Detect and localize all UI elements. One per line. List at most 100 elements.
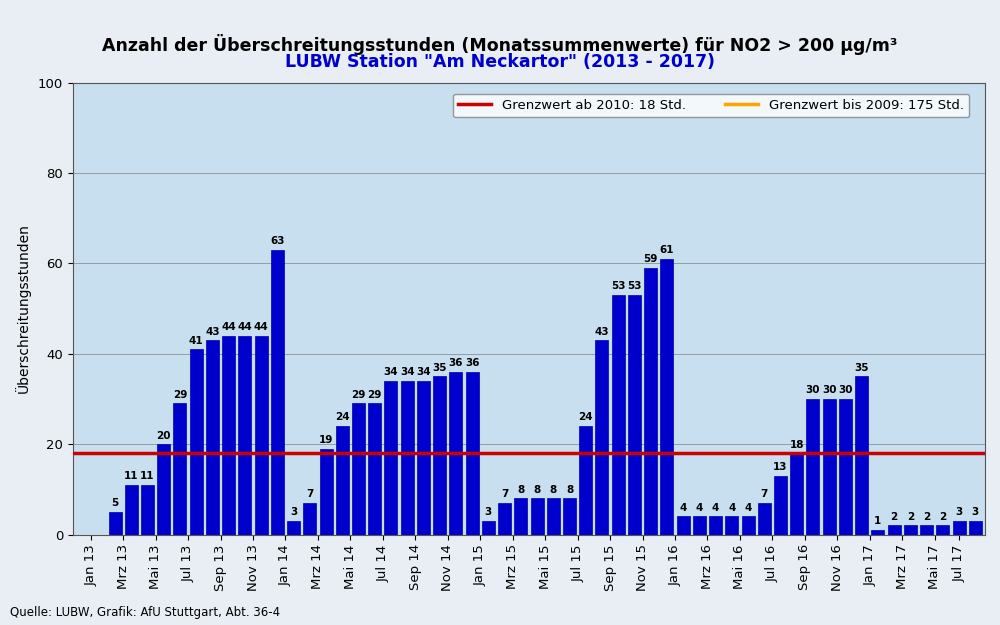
Bar <box>238 336 251 534</box>
Text: 34: 34 <box>416 368 431 378</box>
Bar <box>806 399 819 534</box>
Bar <box>936 526 949 534</box>
Bar <box>352 404 365 534</box>
Text: 4: 4 <box>728 503 735 513</box>
Text: 30: 30 <box>838 385 853 395</box>
Text: 29: 29 <box>368 390 382 400</box>
Bar <box>677 516 690 534</box>
Bar <box>531 498 544 534</box>
Bar <box>498 503 511 534</box>
Bar <box>774 476 787 534</box>
Bar <box>173 404 186 534</box>
Bar <box>920 526 933 534</box>
Text: 3: 3 <box>972 508 979 518</box>
Text: 30: 30 <box>822 385 836 395</box>
Text: 35: 35 <box>432 362 447 372</box>
Text: 24: 24 <box>578 412 593 422</box>
Text: 53: 53 <box>627 281 642 291</box>
Bar <box>287 521 300 534</box>
Text: 24: 24 <box>335 412 350 422</box>
Text: 3: 3 <box>955 508 963 518</box>
Bar <box>466 372 479 534</box>
Text: 59: 59 <box>643 254 658 264</box>
Text: 36: 36 <box>465 358 479 368</box>
Bar <box>514 498 527 534</box>
Text: 4: 4 <box>744 503 752 513</box>
Bar <box>888 526 901 534</box>
Bar <box>320 449 333 534</box>
Text: 2: 2 <box>907 512 914 522</box>
Text: Quelle: LUBW, Grafik: AfU Stuttgart, Abt. 36-4: Quelle: LUBW, Grafik: AfU Stuttgart, Abt… <box>10 606 280 619</box>
Bar <box>855 376 868 534</box>
Bar <box>336 426 349 534</box>
Text: 4: 4 <box>712 503 719 513</box>
Text: 34: 34 <box>400 368 415 378</box>
Bar <box>725 516 738 534</box>
Text: 44: 44 <box>254 322 269 332</box>
Text: 35: 35 <box>854 362 869 372</box>
Bar <box>904 526 917 534</box>
Text: 44: 44 <box>221 322 236 332</box>
Bar <box>125 485 138 534</box>
Bar <box>449 372 462 534</box>
Text: 11: 11 <box>140 471 155 481</box>
Text: 7: 7 <box>761 489 768 499</box>
Bar <box>644 268 657 534</box>
Bar <box>417 381 430 534</box>
Bar <box>660 259 673 534</box>
Text: 8: 8 <box>566 485 573 495</box>
Text: 29: 29 <box>173 390 187 400</box>
Bar <box>482 521 495 534</box>
Bar <box>206 340 219 534</box>
Text: 30: 30 <box>806 385 820 395</box>
Text: 36: 36 <box>449 358 463 368</box>
Bar <box>255 336 268 534</box>
Bar <box>384 381 397 534</box>
Bar <box>141 485 154 534</box>
Text: 34: 34 <box>384 368 398 378</box>
Text: 13: 13 <box>773 462 788 472</box>
Bar <box>628 295 641 534</box>
Text: 7: 7 <box>306 489 314 499</box>
Text: 8: 8 <box>550 485 557 495</box>
Text: 5: 5 <box>111 498 119 508</box>
Bar <box>969 521 982 534</box>
Bar <box>839 399 852 534</box>
Bar <box>368 404 381 534</box>
Bar <box>547 498 560 534</box>
Bar <box>222 336 235 534</box>
Legend: Grenzwert ab 2010: 18 Std., Grenzwert bis 2009: 175 Std.: Grenzwert ab 2010: 18 Std., Grenzwert bi… <box>453 94 969 117</box>
Bar <box>190 349 203 534</box>
Bar <box>401 381 414 534</box>
Bar <box>563 498 576 534</box>
Bar <box>953 521 966 534</box>
Text: 20: 20 <box>157 431 171 441</box>
Text: 1: 1 <box>874 516 882 526</box>
Text: 4: 4 <box>679 503 687 513</box>
Text: 19: 19 <box>319 435 333 445</box>
Bar <box>790 453 803 534</box>
Bar <box>157 444 170 534</box>
Bar <box>303 503 316 534</box>
Text: 2: 2 <box>890 512 898 522</box>
Text: 41: 41 <box>189 336 204 346</box>
Text: 4: 4 <box>696 503 703 513</box>
Bar <box>595 340 608 534</box>
Text: 2: 2 <box>923 512 930 522</box>
Text: Anzahl der Überschreitungsstunden (Monatssummenwerte) für NO2 > 200 µg/m³: Anzahl der Überschreitungsstunden (Monat… <box>102 34 898 56</box>
Bar <box>758 503 771 534</box>
Text: 8: 8 <box>533 485 541 495</box>
Bar <box>709 516 722 534</box>
Bar <box>693 516 706 534</box>
Text: 61: 61 <box>660 245 674 255</box>
Text: 53: 53 <box>611 281 625 291</box>
Bar <box>433 376 446 534</box>
Bar <box>871 530 884 534</box>
Bar <box>271 250 284 534</box>
Bar <box>823 399 836 534</box>
Text: 3: 3 <box>290 508 297 518</box>
Text: 43: 43 <box>595 326 609 336</box>
Text: 44: 44 <box>238 322 252 332</box>
Y-axis label: Überschreitungsstunden: Überschreitungsstunden <box>15 224 31 394</box>
Text: 18: 18 <box>789 439 804 449</box>
